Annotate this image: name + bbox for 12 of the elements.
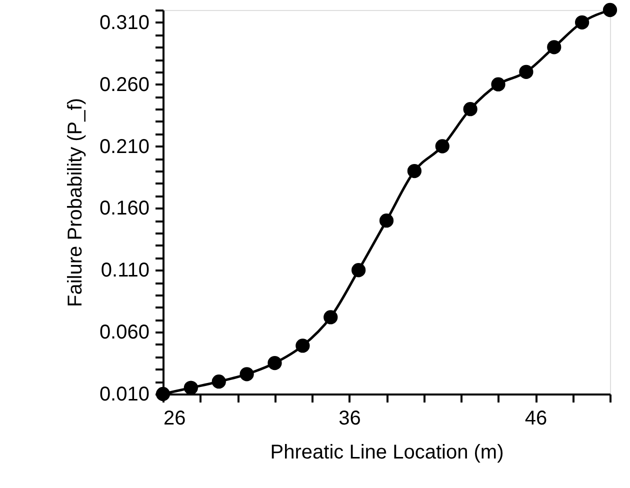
- y-tick-label: 0.110: [100, 260, 150, 282]
- x-tick-label: 46: [524, 408, 548, 430]
- y-tick-label: 0.210: [99, 136, 150, 158]
- y-axis-title: Failure Probability (P_f): [64, 98, 86, 307]
- y-tick-label: 0.010: [99, 384, 150, 406]
- x-axis-title: Phreatic Line Location (m): [270, 442, 504, 464]
- x-tick-label: 26: [164, 408, 186, 430]
- y-tick-label: 0.160: [99, 198, 150, 220]
- y-tick-label: 0.060: [99, 322, 150, 344]
- y-tick-label: 0.310: [99, 12, 150, 34]
- y-tick-label: 0.260: [99, 74, 150, 96]
- x-tick-label: 36: [338, 408, 361, 430]
